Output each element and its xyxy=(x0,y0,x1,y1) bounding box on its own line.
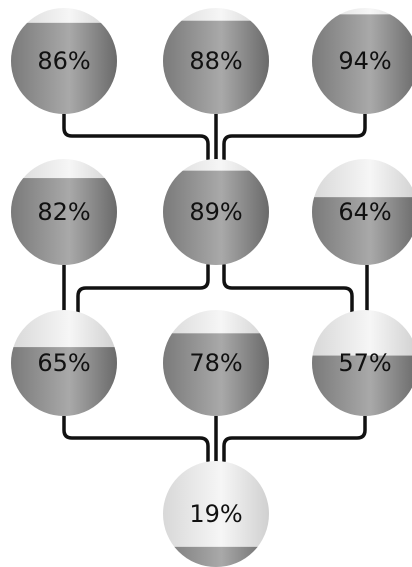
connector-n9-n10 xyxy=(224,416,365,461)
connector-n5-n7 xyxy=(78,265,208,312)
node-n8: 78% xyxy=(163,310,269,416)
node-label: 78% xyxy=(189,349,242,377)
connector-n7-n10 xyxy=(64,416,208,461)
node-n4: 82% xyxy=(11,159,117,265)
node-label: 89% xyxy=(189,198,242,226)
node-label: 65% xyxy=(37,349,90,377)
node-label: 82% xyxy=(37,198,90,226)
node-n5: 89% xyxy=(163,159,269,265)
node-n7: 65% xyxy=(11,310,117,416)
node-n1: 86% xyxy=(11,8,117,114)
node-n9: 57% xyxy=(312,310,412,416)
node-n10: 19% xyxy=(163,461,269,567)
node-n6: 64% xyxy=(312,159,412,265)
node-label: 94% xyxy=(338,47,391,75)
node-n3: 94% xyxy=(312,8,412,114)
connector-n3-n5 xyxy=(224,114,365,159)
connector-n1-n5 xyxy=(64,114,208,159)
node-layer: 86% 88% 94% 82% 89% 64% 65% 78% 57% 19% xyxy=(11,8,412,567)
node-n2: 88% xyxy=(163,8,269,114)
connector-n5-n9 xyxy=(224,265,352,312)
node-label: 86% xyxy=(37,47,90,75)
node-label: 19% xyxy=(189,500,242,528)
node-fill-level xyxy=(163,547,269,567)
node-label: 88% xyxy=(189,47,242,75)
node-label: 64% xyxy=(338,198,391,226)
node-label: 57% xyxy=(338,349,391,377)
